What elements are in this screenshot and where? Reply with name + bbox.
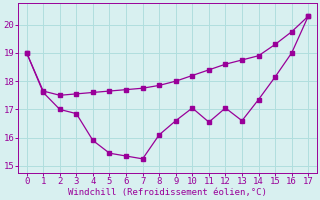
X-axis label: Windchill (Refroidissement éolien,°C): Windchill (Refroidissement éolien,°C) bbox=[68, 188, 267, 197]
